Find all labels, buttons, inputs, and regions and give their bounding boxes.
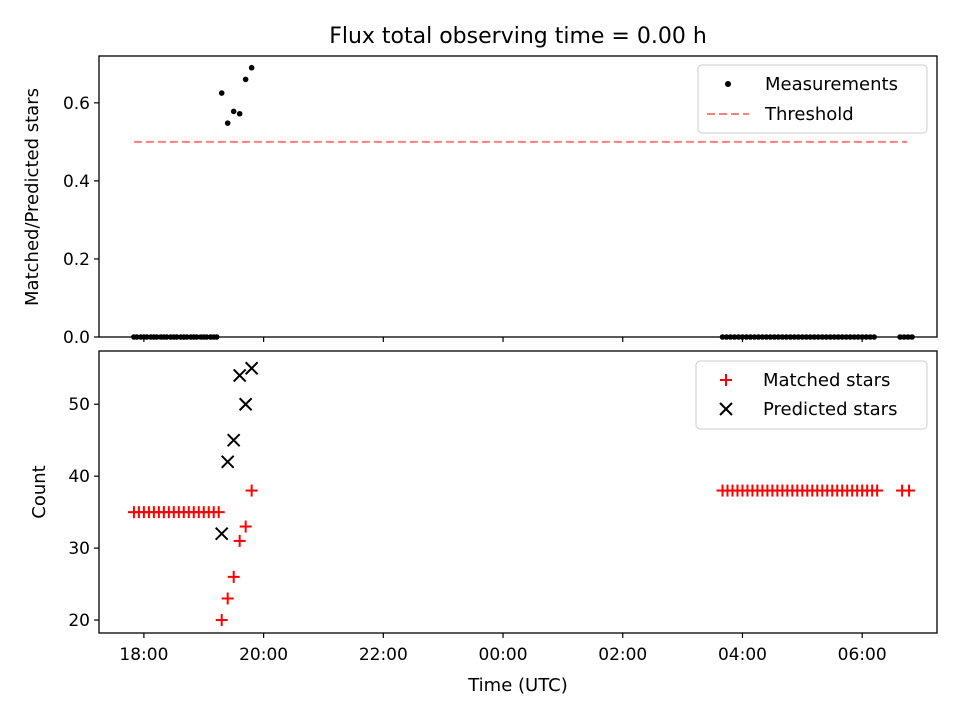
matched-star-point	[871, 484, 884, 497]
legend-matched-marker	[720, 374, 732, 386]
predicted-star-point	[220, 455, 235, 469]
bottom-panel-xticks: 18:00 20:00 22:00 00:00 02:00 04:00 06:00	[119, 633, 887, 665]
bottom-panel-marks	[127, 361, 916, 627]
y-tick-label: 30	[68, 539, 90, 559]
top-panel-yticks: 0.0 0.2 0.4 0.6	[63, 94, 99, 348]
measurement-point	[242, 76, 249, 83]
measurement-point	[218, 90, 225, 96]
measurement-point	[230, 108, 237, 115]
predicted-star-point	[226, 433, 241, 447]
measurement-point	[248, 64, 255, 71]
predicted-star-point	[238, 397, 253, 411]
x-tick-label: 20:00	[239, 645, 288, 665]
top-panel: 0.0 0.2 0.4 0.6 Matched/Predicted stars Mea…	[22, 55, 938, 348]
predicted-star-point	[232, 368, 247, 383]
x-tick-label: 06:00	[838, 645, 887, 665]
top-panel-ylabel: Matched/Predicted stars	[22, 88, 43, 306]
matched-star-point	[903, 484, 916, 497]
predicted-star-point	[215, 527, 229, 541]
measurement-point	[224, 120, 231, 126]
top-panel-frame	[98, 55, 938, 338]
y-tick-label: 20	[68, 611, 90, 631]
x-tick-label: 02:00	[598, 645, 647, 665]
matched-star-point	[239, 520, 252, 533]
bottom-panel-frame	[98, 350, 938, 634]
bottom-legend-box	[695, 360, 928, 430]
top-legend-box	[697, 64, 928, 134]
matched-star-point	[227, 570, 240, 583]
y-tick-label: 0.6	[63, 94, 90, 114]
measurement-point	[236, 110, 243, 117]
y-tick-label: 40	[68, 467, 90, 487]
x-tick-label: 04:00	[718, 645, 767, 665]
top-legend: Measurements Threshold	[697, 64, 928, 134]
predicted-star-point	[244, 361, 259, 375]
bottom-panel-ylabel: Count	[29, 465, 50, 518]
bottom-legend: Matched stars Predicted stars	[695, 360, 928, 430]
matched-star-point	[212, 506, 225, 519]
y-tick-label: 0.4	[63, 172, 90, 192]
x-tick-label: 18:00	[119, 645, 168, 665]
legend-predicted-label: Predicted stars	[763, 399, 897, 420]
matched-star-point	[233, 534, 246, 547]
top-panel-marks	[131, 64, 915, 340]
legend-matched-label: Matched stars	[763, 370, 890, 391]
matched-star-point	[221, 592, 234, 605]
legend-predicted-marker	[719, 402, 733, 416]
y-tick-label: 0.0	[63, 328, 90, 348]
y-tick-label: 0.2	[63, 250, 90, 270]
matched-star-point	[215, 614, 228, 627]
top-panel-xticks	[143, 337, 863, 342]
matched-star-point	[245, 484, 258, 497]
figure-title: Flux total observing time = 0.00 h	[329, 24, 707, 49]
bottom-panel: 20 30 40 50 18:00 20:00 22:00 00:00 02:00 04:00 0…	[29, 350, 938, 696]
x-tick-label: 00:00	[479, 645, 528, 665]
legend-measurements-label: Measurements	[765, 74, 898, 95]
bottom-panel-yticks: 20 30 40 50	[68, 395, 99, 631]
legend-measurements-marker	[725, 81, 731, 87]
y-tick-label: 50	[68, 395, 90, 415]
legend-threshold-label: Threshold	[764, 104, 854, 125]
x-tick-label: 22:00	[359, 645, 408, 665]
x-axis-label: Time (UTC)	[467, 675, 568, 696]
